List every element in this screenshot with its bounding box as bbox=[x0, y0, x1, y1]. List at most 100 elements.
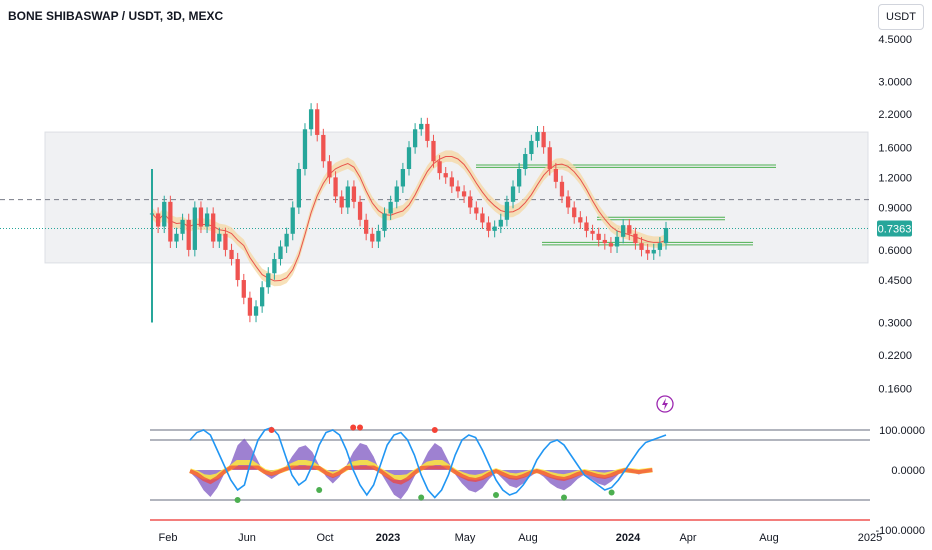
candle bbox=[174, 233, 179, 242]
candle bbox=[572, 207, 577, 218]
oscillator-signal-dot bbox=[493, 492, 499, 498]
price-tick-label: 0.6000 bbox=[878, 245, 912, 257]
time-axis[interactable]: Feb Jun Oct 2023 May Aug 2024 Apr Aug 2025 bbox=[159, 532, 883, 544]
candle bbox=[449, 177, 454, 187]
candle bbox=[663, 227, 669, 244]
price-tick-label: 2.2000 bbox=[878, 109, 912, 121]
oscillator-tick-label: 100.0000 bbox=[879, 425, 925, 437]
ma-line bbox=[151, 156, 667, 282]
last-price-label: 0.7363 bbox=[878, 223, 912, 235]
candle bbox=[302, 129, 308, 169]
ma-cloud-layer bbox=[151, 150, 667, 287]
time-tick-label: 2024 bbox=[616, 532, 641, 544]
price-tick-label: 4.5000 bbox=[878, 34, 912, 46]
candle bbox=[296, 168, 301, 208]
time-tick-label: Aug bbox=[518, 532, 538, 544]
candle bbox=[180, 219, 185, 234]
candle bbox=[627, 225, 632, 234]
candle bbox=[590, 230, 595, 234]
candle bbox=[247, 297, 253, 316]
icon-layer[interactable] bbox=[656, 395, 674, 413]
candle bbox=[229, 249, 234, 260]
candle bbox=[639, 243, 644, 250]
candle bbox=[211, 213, 216, 242]
candle-layer bbox=[149, 103, 669, 323]
candle bbox=[315, 109, 320, 135]
candle bbox=[468, 196, 473, 208]
candle bbox=[217, 233, 222, 242]
candle bbox=[596, 233, 601, 240]
candle bbox=[388, 201, 393, 214]
range-box-layer bbox=[44, 131, 869, 264]
candle bbox=[155, 213, 161, 227]
candle bbox=[645, 249, 650, 254]
candle bbox=[553, 168, 558, 182]
price-tick-label: 0.2200 bbox=[878, 350, 912, 362]
candle bbox=[382, 213, 387, 231]
candle bbox=[431, 140, 436, 162]
candle bbox=[345, 186, 350, 208]
time-tick-label: Feb bbox=[159, 532, 178, 544]
candle bbox=[272, 259, 277, 274]
candle bbox=[327, 161, 332, 178]
candle bbox=[425, 123, 430, 141]
candle bbox=[614, 236, 620, 247]
oscillator-signal-dot bbox=[418, 494, 425, 501]
candle bbox=[376, 230, 381, 242]
candle bbox=[186, 219, 191, 250]
currency-button[interactable]: USDT bbox=[878, 4, 924, 30]
candle bbox=[492, 226, 497, 231]
candle bbox=[339, 196, 344, 208]
oscillator-signal-dot bbox=[561, 494, 567, 501]
candle bbox=[437, 161, 442, 174]
oscillator-tick-label: 0.0000 bbox=[891, 465, 925, 477]
candle bbox=[602, 239, 607, 244]
candle bbox=[412, 129, 418, 148]
candle bbox=[517, 168, 522, 187]
candle bbox=[364, 219, 369, 234]
candle bbox=[559, 181, 565, 197]
candle bbox=[486, 222, 491, 231]
candle bbox=[351, 186, 357, 202]
candle bbox=[578, 217, 583, 223]
candle bbox=[541, 132, 546, 148]
oscillator-signal-dot bbox=[234, 497, 241, 503]
time-tick-label: Apr bbox=[679, 532, 696, 544]
last-price-badge-layer: 0.7363 bbox=[877, 220, 912, 237]
oscillator-signal-dot bbox=[608, 489, 615, 496]
candle bbox=[535, 132, 540, 141]
candle bbox=[290, 207, 295, 234]
time-tick-label: 2025 bbox=[858, 532, 882, 544]
candle bbox=[168, 201, 173, 242]
time-tick-label: 2023 bbox=[376, 532, 400, 544]
price-tick-label: 0.4500 bbox=[878, 275, 912, 287]
chart-title: BONE SHIBASWAP / USDT, 3D, MEXC bbox=[8, 9, 224, 23]
candle bbox=[406, 147, 412, 169]
candle bbox=[529, 140, 534, 155]
candle bbox=[235, 259, 240, 281]
oscillator-signal-dot bbox=[350, 424, 357, 431]
price-tick-label: 1.6000 bbox=[878, 142, 912, 154]
candle bbox=[621, 225, 626, 237]
price-tick-label: 0.1600 bbox=[878, 383, 912, 395]
candle bbox=[357, 201, 363, 220]
time-tick-label: Aug bbox=[759, 532, 779, 544]
candle bbox=[253, 306, 259, 316]
candle bbox=[633, 233, 638, 244]
oscillator-red-band bbox=[189, 465, 653, 485]
time-tick-label: Oct bbox=[316, 532, 333, 544]
candle bbox=[510, 186, 516, 202]
candle bbox=[523, 154, 528, 169]
oscillator-signal-dot bbox=[316, 487, 323, 493]
time-tick-label: May bbox=[455, 532, 476, 544]
candle bbox=[260, 287, 265, 307]
candle bbox=[443, 173, 448, 178]
oscillator-signal-dot bbox=[268, 427, 275, 433]
candle bbox=[584, 222, 589, 231]
oscillator-tick-label: -100.0000 bbox=[875, 525, 925, 537]
price-tick-label: 3.0000 bbox=[878, 76, 912, 88]
lightning-bolt-glyph bbox=[662, 398, 668, 410]
candle bbox=[321, 134, 326, 162]
price-axis[interactable]: 4.5000 3.0000 2.2000 1.6000 1.2000 0.9000 0.60… bbox=[878, 34, 912, 395]
